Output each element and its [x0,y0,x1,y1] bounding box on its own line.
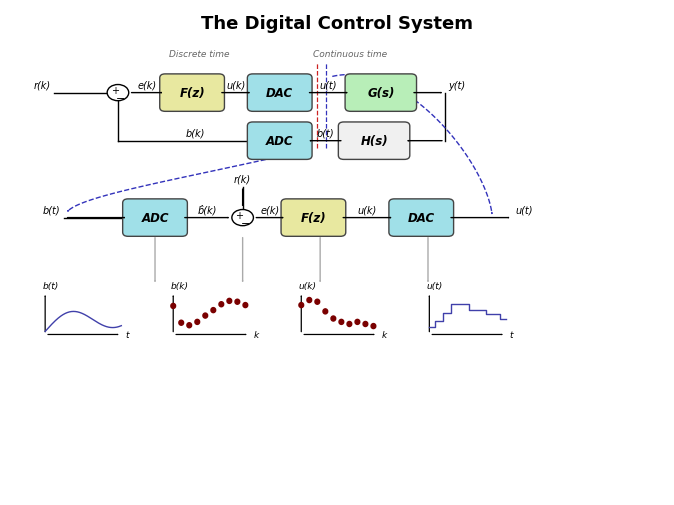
Text: b(k): b(k) [186,128,205,138]
Ellipse shape [187,323,191,328]
Ellipse shape [347,322,352,327]
Text: u(k): u(k) [299,282,317,291]
Circle shape [232,210,253,226]
Text: e(k): e(k) [137,80,156,90]
FancyBboxPatch shape [338,123,410,160]
Text: r(k): r(k) [34,80,51,90]
Bar [37,290,125,341]
Ellipse shape [299,303,303,308]
Text: u(k): u(k) [226,80,245,90]
Text: y(t): y(t) [448,80,465,90]
Text: DAC: DAC [266,87,293,100]
Text: F(z): F(z) [301,212,326,225]
Text: k: k [381,330,387,339]
Text: ADC: ADC [142,212,168,225]
Text: b̂(k): b̂(k) [197,204,216,215]
Text: u(t): u(t) [516,205,533,215]
Text: +: + [235,210,243,220]
Text: −: − [116,94,125,104]
FancyBboxPatch shape [389,199,454,237]
Text: F(z): F(z) [179,87,205,100]
Text: u(t): u(t) [427,282,443,291]
Ellipse shape [323,309,328,314]
Text: b(t): b(t) [42,282,59,291]
Text: Continuous time: Continuous time [313,50,388,59]
Ellipse shape [211,308,216,313]
FancyBboxPatch shape [247,75,312,112]
Bar [293,290,381,341]
Text: t: t [510,330,513,339]
Ellipse shape [315,299,319,305]
Text: −: − [241,219,250,229]
FancyBboxPatch shape [160,75,224,112]
Ellipse shape [371,324,376,329]
Circle shape [107,85,129,102]
FancyBboxPatch shape [345,75,417,112]
Text: e(k): e(k) [260,205,280,215]
FancyBboxPatch shape [123,199,187,237]
Ellipse shape [219,302,224,307]
Text: The Digital Control System: The Digital Control System [201,15,473,33]
Ellipse shape [227,299,232,304]
Text: r(k): r(k) [234,174,251,184]
Text: Discrete time: Discrete time [168,50,229,59]
Bar [421,290,509,341]
Ellipse shape [243,303,248,308]
Text: t: t [125,330,129,339]
Ellipse shape [355,320,360,325]
Text: u(t): u(t) [320,80,337,90]
Text: b(k): b(k) [171,282,189,291]
Text: G(s): G(s) [367,87,394,100]
Text: b(t): b(t) [43,205,61,215]
Ellipse shape [203,314,208,319]
Ellipse shape [195,320,200,325]
Text: H(s): H(s) [361,135,388,148]
Text: b(t): b(t) [316,128,334,138]
Text: +: + [111,85,119,95]
Ellipse shape [171,304,176,309]
Ellipse shape [179,321,183,326]
Ellipse shape [339,320,344,325]
FancyBboxPatch shape [281,199,346,237]
Text: DAC: DAC [408,212,435,225]
Text: k: k [253,330,259,339]
Text: ADC: ADC [266,135,293,148]
Bar [165,290,253,341]
Text: u(k): u(k) [358,205,377,215]
Ellipse shape [363,322,368,327]
FancyBboxPatch shape [247,123,312,160]
Ellipse shape [331,316,336,321]
Ellipse shape [307,298,311,303]
Ellipse shape [235,299,240,305]
